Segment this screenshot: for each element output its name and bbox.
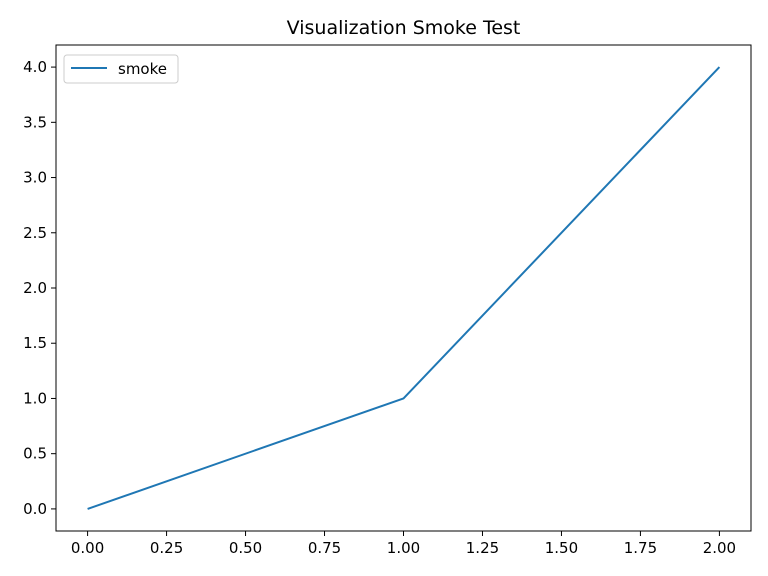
y-tick-label: 1.0 <box>23 389 47 407</box>
x-tick-label: 0.00 <box>71 539 104 557</box>
x-tick-label: 0.75 <box>308 539 341 557</box>
y-tick-label: 4.0 <box>23 58 47 76</box>
x-tick-label: 1.25 <box>466 539 499 557</box>
plot-frame <box>55 44 752 532</box>
y-tick-label: 3.5 <box>23 113 47 131</box>
x-tick-label: 1.50 <box>545 539 578 557</box>
y-tick-label: 2.5 <box>23 224 47 242</box>
y-axis: 0.0 0.5 1.0 1.5 2.0 2.5 3.0 3.5 4.0 <box>23 58 56 518</box>
y-tick-label: 2.0 <box>23 279 47 297</box>
x-tick-label: 0.50 <box>229 539 262 557</box>
series-line-smoke <box>87 66 721 510</box>
series-layer <box>87 66 721 510</box>
chart-title: Visualization Smoke Test <box>287 17 521 39</box>
legend-box <box>63 54 179 84</box>
x-tick-label: 1.00 <box>387 539 420 557</box>
x-axis: 0.00 0.25 0.50 0.75 1.00 1.25 1.50 1.75 2.00 <box>71 531 736 557</box>
x-tick-label: 0.25 <box>150 539 183 557</box>
y-tick-label: 3.0 <box>23 169 47 187</box>
x-tick-label: 2.00 <box>703 539 736 557</box>
x-tick-label: 1.75 <box>624 539 657 557</box>
legend: smoke <box>63 54 179 84</box>
y-tick-label: 0.5 <box>23 445 47 463</box>
legend-label-smoke: smoke <box>118 60 167 78</box>
y-tick-label: 0.0 <box>23 500 47 518</box>
y-tick-label: 1.5 <box>23 334 47 352</box>
